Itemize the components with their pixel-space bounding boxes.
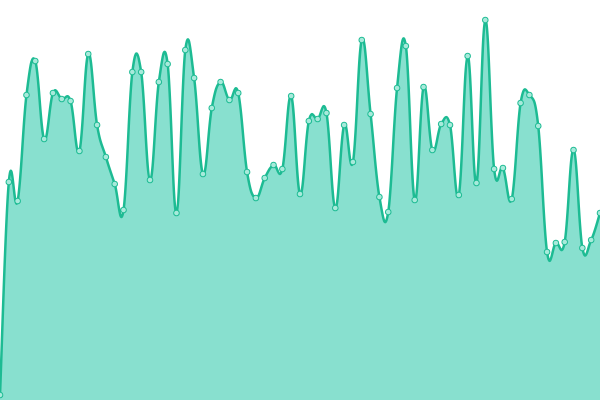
data-point [190,74,198,82]
data-point [587,236,595,244]
data-point [155,78,163,86]
data-point [199,170,207,178]
data-point [0,391,4,399]
data-point [243,168,251,176]
data-point [5,178,13,186]
data-point [579,244,586,252]
data-point [93,121,101,129]
data-point [402,42,410,50]
data-point [305,117,313,125]
data-point [279,165,286,173]
data-point [49,89,57,97]
data-point [102,153,110,161]
data-point [173,209,180,217]
data-point [552,239,560,247]
data-point [561,238,569,246]
data-point [287,92,295,100]
data-point [446,121,454,129]
data-point [314,115,321,123]
data-point [508,195,516,203]
data-point [490,165,498,173]
data-point [340,121,348,129]
data-point [384,208,392,216]
data-point [67,97,74,105]
data-point [393,84,401,92]
data-point [534,122,542,130]
data-point [499,164,507,172]
data-point [111,180,119,188]
data-point [208,104,216,112]
data-point [376,193,383,201]
data-point [411,196,419,204]
data-point [137,68,145,76]
data-point [323,109,330,117]
data-point [164,60,171,68]
data-point [526,91,533,99]
data-point [261,174,269,182]
data-point [226,96,233,104]
data-point [596,209,600,217]
data-point [181,46,189,54]
data-point [58,95,66,103]
data-point [14,197,21,205]
data-point [270,161,277,169]
data-point [437,120,445,128]
data-point [23,91,30,99]
data-point [129,68,136,76]
data-point [120,206,127,214]
data-point [429,146,436,154]
data-point [296,190,304,198]
area-fill [0,19,600,400]
data-point [464,52,471,60]
data-point [455,191,463,199]
data-point [146,176,154,184]
data-point [473,179,480,187]
data-point [217,78,224,86]
data-point [570,146,577,154]
data-point [349,158,357,166]
data-point [367,110,374,118]
data-point [517,99,524,107]
data-point [481,16,489,24]
data-point [331,204,339,212]
data-point [76,147,83,155]
data-point [252,194,260,202]
data-point [543,248,551,256]
data-point [40,135,48,143]
data-point [358,36,366,44]
data-point [234,89,242,97]
data-point [420,83,427,91]
data-point [84,50,92,58]
data-point [31,57,39,65]
